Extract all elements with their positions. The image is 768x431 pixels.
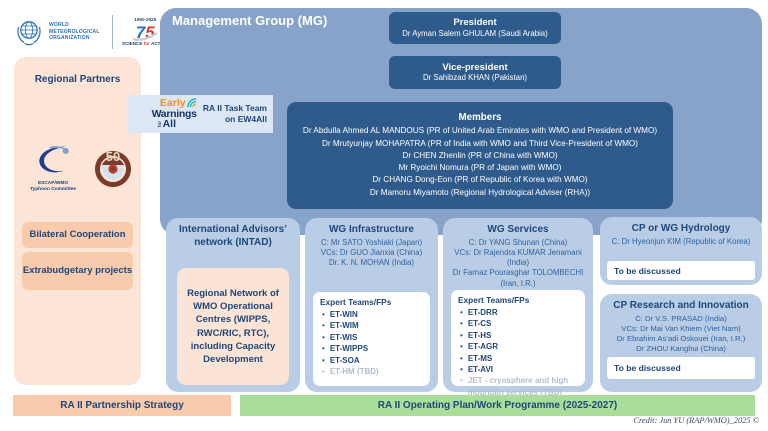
wg-services-title: WG Services <box>487 224 549 235</box>
research-innovation-leads: C: Dr V.S. PRASAD (India) VCs: Dr Mai Va… <box>616 313 746 353</box>
hydrology-column: CP or WG Hydrology C: Dr Hyeonjun KIM (R… <box>600 217 762 285</box>
hydrology-leads: C: Dr Hyeonjun KIM (Republic of Korea) <box>611 236 751 246</box>
wmo-emblem-icon <box>17 21 41 46</box>
wmo-75th-anniversary-logo: 1950-2025 75 SCIENCE for ACTION <box>122 16 169 46</box>
typhoon-committee-caption: ESCAP/WMO Typhoon Committee <box>29 181 76 193</box>
brand-divider <box>112 15 113 49</box>
panel-50th-anniversary-icon: 50 <box>95 149 131 187</box>
intad-title: International Advisors’ network (INTAD) <box>179 224 287 248</box>
infrastructure-expert-teams-box: Expert Teams/FPs • ET-WIN • ET-WIM • ET-WIS… <box>313 292 430 386</box>
typhoon-swoosh-icon <box>39 146 69 173</box>
ew4all-task-team-badge: Early Warnings for All RA II Task Team o… <box>128 95 273 133</box>
members-box: Members Dr Abdulla Ahmed AL MANDOUS (PR … <box>287 102 673 209</box>
expert-team-item: • ET-AVI <box>460 365 493 375</box>
extrabudgetary-projects-box: Extrabudgetary projects <box>22 252 133 290</box>
partnership-strategy-bar: RA II Partnership Strategy <box>13 395 231 416</box>
member-line: Dr CHEN Zhenlin (PR of China with WMO) <box>402 150 558 160</box>
wg-services-column: WG Services C: Dr YANG Shunan (China) VC… <box>443 218 593 397</box>
wg-infrastructure-title: WG Infrastructure <box>328 224 414 235</box>
president-box: President Dr Ayman Salem GHULAM (Saudi A… <box>389 12 561 44</box>
credit-line: Credit: Jun YU (RAP/WMO)_2025 © <box>633 416 759 425</box>
vice-president-box: Vice-president Dr Sahibzad KHAN (Pakista… <box>389 56 561 89</box>
wg-services-leads: C: Dr YANG Shunan (China) VCs: Dr Rajend… <box>452 237 584 288</box>
wg-infrastructure-column: WG Infrastructure C: Mr SATO Yoshiaki (J… <box>305 218 438 392</box>
expert-team-item-tbd: • JET - cryosphere and high mountain serv… <box>460 376 569 397</box>
expert-team-item-tbd: • ET-HM (TBD) <box>322 367 379 377</box>
expert-team-item: • ET-DRR <box>460 308 498 317</box>
bilateral-cooperation-box: Bilateral Cooperation <box>22 222 133 248</box>
member-line: Mr Ryoichi Nomura (PR of Japan with WMO) <box>398 163 562 173</box>
partner-logos: ESCAP/WMO Typhoon Committee 50 <box>22 143 133 193</box>
intad-column: International Advisors’ network (INTAD) … <box>166 218 300 392</box>
svg-text:50: 50 <box>106 149 120 164</box>
expert-team-item: • ET-WIN <box>322 310 358 319</box>
regional-partners-title: Regional Partners <box>34 74 121 85</box>
anniversary-years: 1950-2025 <box>134 16 157 22</box>
member-line: Dr CHANG Dong-Eon (PR of Republic of Kor… <box>372 175 588 185</box>
expert-team-item: • ET-CS <box>460 319 492 329</box>
research-note-box: To be discussed <box>607 357 755 379</box>
regional-partners-panel: Regional Partners ESCAP/WMO Typhoon Comm… <box>14 57 141 385</box>
operating-plan-bar: RA II Operating Plan/Work Programme (202… <box>240 395 755 416</box>
ra2-task-team-label: RA II Task Team on EW4All <box>202 102 267 124</box>
hydrology-note-box: To be discussed <box>607 261 755 280</box>
regional-network-box: Regional Network of WMO Operational Cent… <box>177 268 289 385</box>
hydrology-title: CP or WG Hydrology <box>631 223 731 234</box>
management-group-title: Management Group (MG) <box>172 13 328 28</box>
wg-infrastructure-leads: C: Mr SATO Yoshiaki (Japan) VCs: Dr GUO … <box>320 237 423 268</box>
anniversary-75-icon: 75 <box>132 24 158 41</box>
research-innovation-title: CP Research and Innovation <box>613 300 749 311</box>
member-line: Dr Mamoru Miyamoto (Regional Hydrologica… <box>369 187 591 197</box>
typhoon-committee-logo: ESCAP/WMO Typhoon Committee <box>22 143 84 193</box>
expert-team-item: • ET-AGR <box>460 342 499 352</box>
expert-team-item: • ET-WIM <box>322 321 359 331</box>
ew4all-waves-icon <box>186 98 196 108</box>
member-line: Dr Mrutyunjay MOHAPATRA (PR of India wit… <box>321 138 639 148</box>
header-logos: WORLD METEOROLOGICAL ORGANIZATION 1950-2… <box>14 8 169 56</box>
expert-team-item: • ET-MS <box>460 353 493 363</box>
anniversary-tagline: SCIENCE for ACTION <box>122 40 169 46</box>
member-line: Dr Abdulla Ahmed AL MANDOUS (PR of Unite… <box>302 126 658 136</box>
services-expert-teams-box: Expert Teams/FPs • ET-DRR • ET-CS • ET-HS •… <box>451 290 585 397</box>
expert-team-item: • ET-WIS <box>322 332 358 342</box>
expert-team-item: • ET-WIPPS <box>322 344 369 354</box>
research-innovation-column: CP Research and Innovation C: Dr V.S. PR… <box>600 294 762 392</box>
expert-team-item: • ET-HS <box>460 330 492 340</box>
wmo-org-name: WORLD METEOROLOGICAL ORGANIZATION <box>49 22 100 42</box>
anniversary-swoosh-icon <box>132 31 158 41</box>
early-warnings-for-all-logo: Early Warnings for All <box>151 97 197 131</box>
expert-team-item: • ET-SOA <box>322 355 360 365</box>
